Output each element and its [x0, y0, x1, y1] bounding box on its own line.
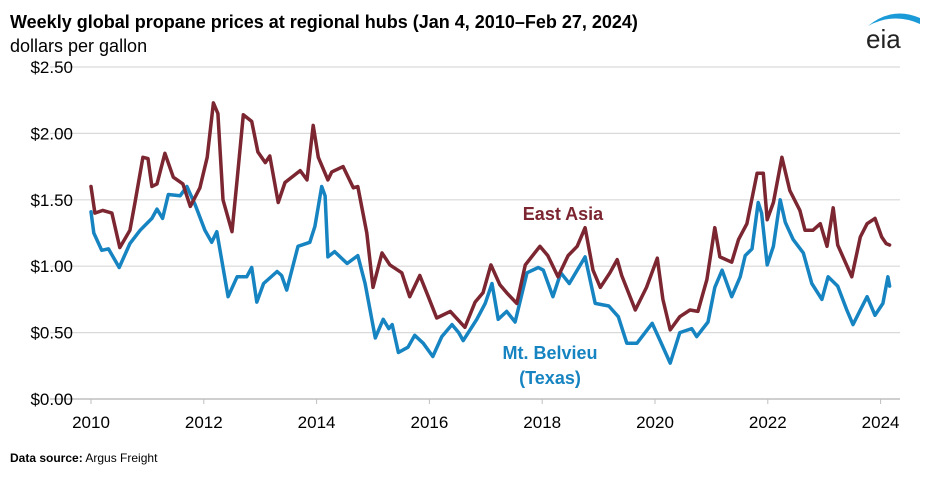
x-tick-label: 2014 [298, 413, 336, 432]
series-line-east-asia [89, 101, 892, 332]
y-tick-label: $2.50 [30, 58, 73, 77]
chart-subtitle: dollars per gallon [10, 36, 148, 56]
x-tick-label: 2024 [862, 413, 900, 432]
x-tick-label: 2016 [410, 413, 448, 432]
x-tick-label: 2018 [523, 413, 561, 432]
data-source-label: Data source: [10, 451, 83, 465]
series-label-mt-belvieu: (Texas) [519, 368, 581, 388]
y-tick-label: $0.50 [30, 324, 73, 343]
eia-logo-arc [868, 13, 920, 26]
x-tick-label: 2012 [185, 413, 223, 432]
y-tick-label: $0.00 [30, 390, 73, 409]
y-tick-label: $1.00 [30, 257, 73, 276]
x-tick-label: 2020 [636, 413, 674, 432]
y-tick-label: $1.50 [30, 191, 73, 210]
eia-logo: eia [866, 13, 920, 50]
y-tick-label: $2.00 [30, 124, 73, 143]
svg-text:eia: eia [866, 24, 901, 50]
series-label-east-asia: East Asia [523, 204, 604, 224]
x-tick-label: 2022 [749, 413, 787, 432]
data-source-value: Argus Freight [85, 451, 158, 465]
data-source: Data source: Argus Freight [10, 451, 157, 465]
x-tick-label: 2010 [72, 413, 110, 432]
series-line-mt-belvieu [89, 184, 892, 365]
series-label-mt-belvieu: Mt. Belvieu [502, 343, 597, 363]
chart-title: Weekly global propane prices at regional… [10, 12, 638, 32]
